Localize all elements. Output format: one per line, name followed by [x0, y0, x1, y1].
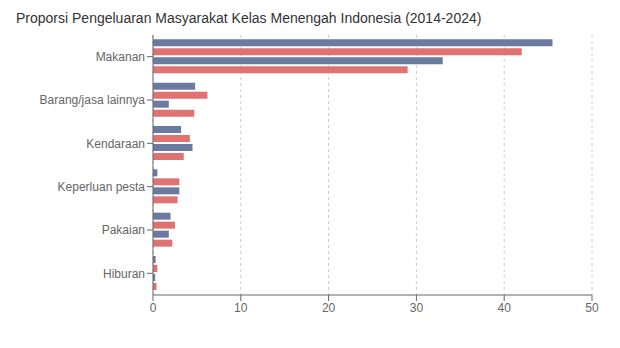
svg-text:10: 10 — [234, 301, 248, 315]
svg-text:50: 50 — [585, 301, 599, 315]
svg-text:Hiburan: Hiburan — [103, 267, 145, 281]
svg-text:Pakaian: Pakaian — [102, 223, 145, 237]
svg-text:40: 40 — [498, 301, 512, 315]
svg-text:Keperluan pesta: Keperluan pesta — [58, 180, 146, 194]
svg-text:Barang/jasa lainnya: Barang/jasa lainnya — [40, 93, 146, 107]
svg-text:Kendaraan: Kendaraan — [86, 137, 145, 151]
svg-text:20: 20 — [322, 301, 336, 315]
svg-text:30: 30 — [410, 301, 424, 315]
svg-text:Makanan: Makanan — [96, 50, 145, 64]
html-text:Proporsi Pengeluaran Masyaraka: Proporsi Pengeluaran Masyarakat Kelas Me… — [16, 10, 482, 26]
svg-text:0: 0 — [150, 301, 157, 315]
